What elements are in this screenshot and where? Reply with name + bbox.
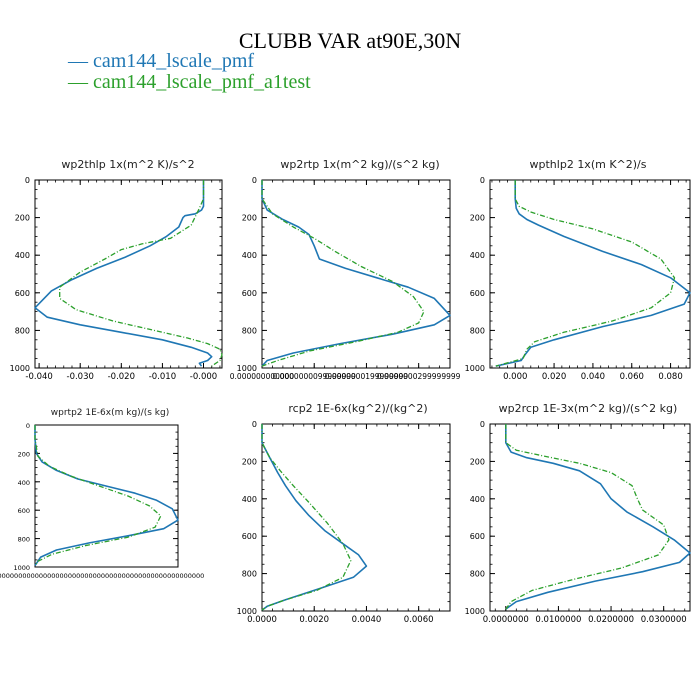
chart-panel-0: wp2thlp 1x(m^2 K)/s^202004006008001000-0… xyxy=(10,158,223,382)
x-tick-label: 0.000 xyxy=(503,372,527,382)
x-tick-label: 0.0100000 xyxy=(535,615,581,625)
chart-title: wp2rcp 1E-3x(m^2 kg)/(s^2 kg) xyxy=(499,402,678,415)
chart-panel-4: rcp2 1E-6x(kg^2)/(kg^2) 0 200 400 600 800 1000… xyxy=(237,402,451,625)
series-line-a1test xyxy=(59,180,223,367)
plot-frame xyxy=(489,179,691,369)
y-tick-label: 0 xyxy=(480,420,485,429)
x-tick-label: 0.0060 xyxy=(404,615,434,625)
plot-frame xyxy=(261,179,451,369)
x-tick-label: 0.0300000 xyxy=(641,615,687,625)
chart-panel-2: wpthlp2 1x(m K^2)/s 0 200 400 600 800 1000 0.00… xyxy=(465,158,691,382)
x-tick-label: -0.040 xyxy=(25,372,52,382)
x-tick-label: 0.020 xyxy=(542,372,566,382)
x-tick-label: 0.0000000 xyxy=(483,615,529,625)
chart-title: wp2rtp 1x(m^2 kg)/(s^2 kg) xyxy=(280,158,439,171)
x-tick-label: 0.0020 xyxy=(299,615,329,625)
y-tick-label: 800 xyxy=(242,570,257,579)
x-tick-label: 0.080 xyxy=(658,372,682,382)
y-tick-label: 1000 xyxy=(465,607,485,616)
series-line-a1test xyxy=(505,424,670,610)
chart-title: wp2thlp 1x(m^2 K)/s^2 xyxy=(61,158,194,171)
plot-frame xyxy=(34,424,179,568)
y-tick-label: 600 xyxy=(18,507,30,515)
x-tick-label: 0.000000000000 xyxy=(230,372,295,381)
y-tick-label: 400 xyxy=(470,495,485,504)
y-tick-label: 600 xyxy=(242,532,257,541)
y-tick-label: 0 xyxy=(26,422,30,430)
legend-entry-a1test: — cam144_lscale_pmf_a1test xyxy=(68,71,311,93)
y-tick-label: 1000 xyxy=(10,364,30,373)
y-tick-label: 400 xyxy=(242,495,257,504)
series-line-a1test xyxy=(261,180,425,367)
y-tick-label: 1000 xyxy=(237,607,257,616)
x-tick-label: 0.0000000299999999 xyxy=(377,372,461,381)
y-tick-label: 0 xyxy=(25,176,30,185)
x-tick-label: 0.0000000199999999 xyxy=(325,372,409,381)
series-line-pmf xyxy=(261,424,368,611)
y-tick-label: 600 xyxy=(242,289,257,298)
x-tick-label: -0.010 xyxy=(149,372,176,382)
x-tick-label: 0.0200000 xyxy=(588,615,634,625)
legend-entry-pmf: — cam144_lscale_pmf xyxy=(68,50,255,72)
y-tick-label: 200 xyxy=(470,457,485,466)
x-tick-label: 0.0000 xyxy=(247,615,277,625)
y-tick-label: 800 xyxy=(242,326,257,335)
x-tick-label: 0.0040 xyxy=(352,615,382,625)
y-tick-label: 600 xyxy=(470,289,485,298)
x-tick-label: 0.040 xyxy=(581,372,605,382)
series-line-pmf xyxy=(505,424,691,610)
y-tick-label: 600 xyxy=(470,532,485,541)
chart-title: wprtp2 1E-6x(m kg)/(s kg) xyxy=(51,408,169,418)
series-line-a1test xyxy=(495,180,676,367)
series-line-pmf xyxy=(34,425,179,567)
y-tick-label: 200 xyxy=(15,214,30,223)
y-tick-label: 1000 xyxy=(13,564,30,572)
series-line-pmf xyxy=(261,180,451,367)
y-tick-label: 200 xyxy=(242,457,257,466)
y-tick-label: 400 xyxy=(242,251,257,260)
y-tick-label: 1000 xyxy=(465,364,485,373)
y-tick-label: 200 xyxy=(470,214,485,223)
series-line-a1test xyxy=(261,424,352,611)
series-line-pmf xyxy=(34,180,213,367)
chart-panel-3: wprtp2 1E-6x(m kg)/(s kg) 0 200 400 600 800 10… xyxy=(0,408,204,580)
y-tick-label: 800 xyxy=(470,570,485,579)
plot-frame xyxy=(261,423,451,612)
chart-panel-1: wp2rtp 1x(m^2 kg)/(s^2 kg) 0 200 400 600 800 1… xyxy=(230,158,461,381)
x-tick-label: -0.020 xyxy=(108,372,135,382)
y-tick-label: 400 xyxy=(15,251,30,260)
chart-title: rcp2 1E-6x(kg^2)/(kg^2) xyxy=(288,402,427,415)
y-tick-label: 0 xyxy=(252,420,257,429)
series-line-pmf xyxy=(495,180,691,367)
x-tick-label: -0.030 xyxy=(67,372,94,382)
series-line-a1test xyxy=(34,425,162,566)
y-tick-label: 0 xyxy=(252,176,257,185)
y-tick-label: 800 xyxy=(15,326,30,335)
x-tick-label: -0.000 xyxy=(190,372,217,382)
y-tick-label: 200 xyxy=(18,450,30,458)
y-tick-label: 200 xyxy=(242,214,257,223)
chart-title: wpthlp2 1x(m K^2)/s xyxy=(530,158,647,171)
y-tick-label: 1000 xyxy=(237,364,257,373)
y-tick-label: 0 xyxy=(480,176,485,185)
y-tick-label: 800 xyxy=(470,326,485,335)
y-tick-label: 400 xyxy=(470,251,485,260)
x-tick-label: 0.0000000099999999 xyxy=(272,372,356,381)
y-tick-label: 800 xyxy=(18,536,30,544)
chart-panel-5: wp2rcp 1E-3x(m^2 kg)/(s^2 kg) 0 200 400 600 8… xyxy=(465,402,691,625)
page-title: CLUBB VAR at90E,30N xyxy=(238,28,462,53)
y-tick-label: 400 xyxy=(18,479,30,487)
x-tick-label: 0.060 xyxy=(620,372,644,382)
plot-frame xyxy=(34,179,223,369)
x-tick-label: 0000000000000000000000000000000000000000… xyxy=(0,572,204,580)
y-tick-label: 600 xyxy=(15,289,30,298)
